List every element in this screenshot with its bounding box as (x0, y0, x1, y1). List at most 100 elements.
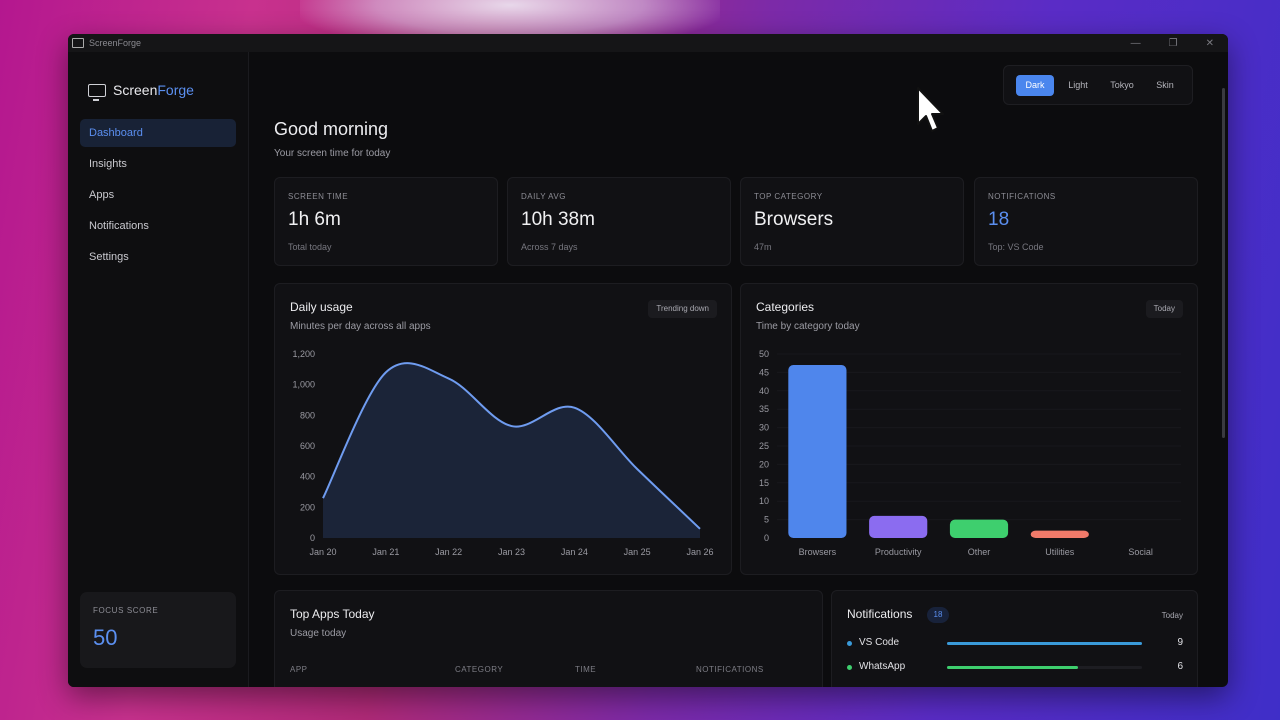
theme-dark-button[interactable]: Dark (1016, 75, 1054, 96)
stat-label: DAILY AVG (521, 192, 566, 201)
column-header-notifications[interactable]: NOTIFICATIONS (696, 665, 764, 674)
y-tick-label: 200 (300, 502, 315, 512)
notification-count-badge: 18 (927, 607, 949, 623)
panel-subtitle: Time by category today (756, 321, 860, 332)
theme-light-button[interactable]: Light (1068, 80, 1088, 90)
x-tick-label: Other (968, 547, 991, 557)
stat-value: 10h 38m (521, 209, 595, 230)
panel-title: Daily usage (290, 300, 353, 314)
theme-tokyo-button[interactable]: Tokyo (1110, 80, 1134, 90)
sidebar-item-notifications[interactable]: Notifications (89, 220, 149, 232)
y-tick-label: 25 (759, 441, 769, 451)
notification-bar-track (947, 642, 1142, 645)
monitor-icon (88, 83, 106, 101)
y-tick-label: 1,200 (292, 349, 315, 359)
page-title: Good morning (274, 119, 389, 139)
bar (1030, 530, 1089, 538)
close-button[interactable]: ✕ (1205, 37, 1214, 49)
bar (788, 365, 847, 538)
app-name: WhatsApp (859, 661, 906, 672)
app-color-dot (847, 641, 852, 646)
sidebar-item-apps[interactable]: Apps (89, 189, 115, 201)
sidebar-item-dashboard[interactable]: Dashboard (80, 119, 236, 147)
y-tick-label: 400 (300, 472, 315, 482)
brand-logo: ScreenForge (88, 82, 194, 101)
y-tick-label: 40 (759, 386, 769, 396)
stat-sub: Across 7 days (521, 242, 578, 252)
x-tick-label: Jan 20 (309, 547, 336, 557)
stat-label: TOP CATEGORY (754, 192, 823, 201)
title-bar: ScreenForge — ❐ ✕ (68, 34, 1228, 52)
app-icon (72, 38, 84, 48)
panel-title: Notifications (847, 607, 913, 621)
main-content: Dark Light Tokyo Skin Good morning Your … (249, 52, 1228, 687)
focus-score-label: FOCUS SCORE (93, 606, 159, 615)
x-tick-label: Utilities (1045, 547, 1075, 557)
column-header-category[interactable]: CATEGORY (455, 665, 504, 674)
stat-card-top-category: TOP CATEGORY Browsers 47m (740, 177, 964, 266)
y-tick-label: 15 (759, 478, 769, 488)
stat-label: NOTIFICATIONS (988, 192, 1056, 201)
stat-value: 1h 6m (288, 209, 341, 230)
panel-title: Categories (756, 300, 815, 314)
stat-value: 18 (988, 209, 1010, 230)
y-tick-label: 50 (759, 349, 769, 359)
x-tick-label: Jan 21 (372, 547, 399, 557)
scrollbar[interactable] (1222, 88, 1225, 438)
period-chip[interactable]: Today (1145, 300, 1183, 318)
stat-card-daily-avg: DAILY AVG 10h 38m Across 7 days (507, 177, 731, 266)
focus-score-value: 50 (93, 625, 118, 650)
notification-bar-track (947, 666, 1142, 669)
stat-value: Browsers (754, 209, 834, 230)
top-apps-panel: Top Apps Today Usage today APP CATEGORY … (274, 590, 823, 687)
period-chip: Today (1161, 611, 1183, 620)
sidebar-item-settings[interactable]: Settings (89, 251, 129, 263)
y-tick-label: 0 (764, 533, 769, 543)
y-tick-label: 0 (310, 533, 315, 543)
x-tick-label: Jan 25 (624, 547, 651, 557)
focus-score-card: FOCUS SCORE 50 (80, 592, 236, 668)
theme-switcher: Dark Light Tokyo Skin (1003, 65, 1193, 105)
x-tick-label: Browsers (799, 547, 837, 557)
panel-subtitle: Minutes per day across all apps (290, 321, 431, 332)
x-tick-label: Jan 22 (435, 547, 462, 557)
x-tick-label: Productivity (875, 547, 922, 557)
x-tick-label: Jan 26 (686, 547, 713, 557)
sidebar-nav: Dashboard Insights Apps Notifications Se… (80, 119, 236, 274)
stat-sub: Top: VS Code (988, 242, 1044, 252)
app-name: VS Code (859, 637, 900, 648)
stat-sub: 47m (754, 242, 772, 252)
y-tick-label: 35 (759, 404, 769, 414)
app-color-dot (847, 665, 852, 670)
notification-bar-fill (947, 642, 1142, 645)
y-tick-label: 45 (759, 367, 769, 377)
x-tick-label: Jan 23 (498, 547, 525, 557)
bar (949, 519, 1009, 538)
y-tick-label: 20 (759, 459, 769, 469)
y-tick-label: 10 (759, 496, 769, 506)
maximize-button[interactable]: ❐ (1168, 37, 1178, 49)
y-tick-label: 30 (759, 423, 769, 433)
stat-label: SCREEN TIME (288, 192, 349, 201)
theme-skin-button[interactable]: Skin (1156, 80, 1174, 90)
area-fill (323, 363, 700, 538)
minimize-button[interactable]: — (1130, 37, 1141, 49)
daily-usage-panel: Daily usage Minutes per day across all a… (274, 283, 732, 575)
column-header-app[interactable]: APP (290, 665, 308, 674)
sidebar: ScreenForge Dashboard Insights Apps Noti… (68, 52, 249, 687)
notification-bar-fill (947, 666, 1078, 669)
brand-name: ScreenForge (113, 82, 194, 98)
x-tick-label: Social (1128, 547, 1153, 557)
stat-card-notifications: NOTIFICATIONS 18 Top: VS Code (974, 177, 1198, 266)
notification-row-whatsapp[interactable]: WhatsApp 6 (847, 661, 1183, 675)
series-line (322, 362, 701, 530)
stat-card-screen-time: SCREEN TIME 1h 6m Total today (274, 177, 498, 266)
sidebar-item-insights[interactable]: Insights (89, 158, 127, 170)
notifications-panel: Notifications 18 Today VS Code 9 WhatsAp… (831, 590, 1198, 687)
app-window: ScreenForge — ❐ ✕ ScreenForge Dashboard … (68, 34, 1228, 687)
trend-chip: Trending down (648, 300, 717, 318)
window-title: ScreenForge (89, 38, 142, 48)
notification-row-vscode[interactable]: VS Code 9 (847, 637, 1183, 651)
column-header-time[interactable]: TIME (575, 665, 597, 674)
categories-panel: Categories Time by category today Today … (740, 283, 1198, 575)
